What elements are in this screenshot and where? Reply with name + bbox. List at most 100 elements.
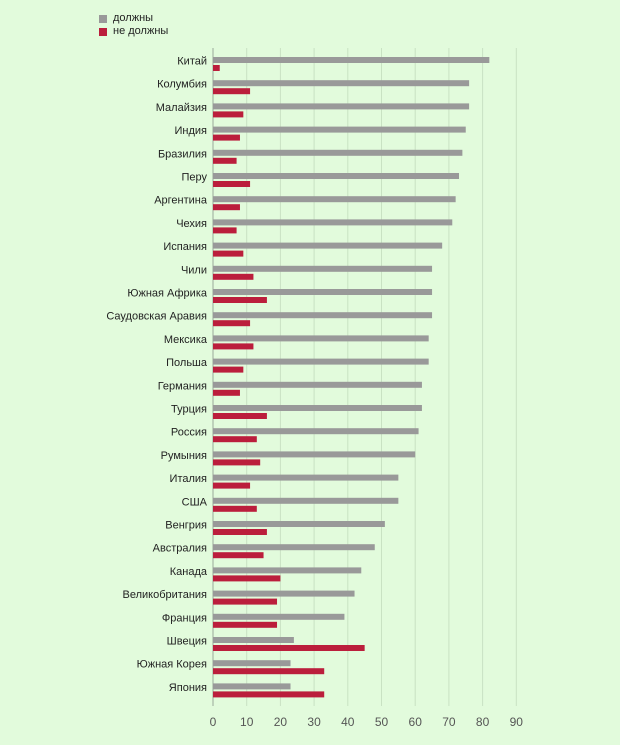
- category-label: Италия: [170, 473, 208, 485]
- bar-series-2: [213, 413, 267, 419]
- category-label: Германия: [158, 380, 207, 392]
- bar-series-2: [213, 575, 281, 582]
- bar-series-2: [213, 459, 261, 466]
- category-label: Аргентина: [154, 195, 208, 207]
- bar-series-2: [213, 111, 244, 118]
- legend-item-series-2: не должны: [99, 25, 168, 38]
- bar-series-1: [213, 590, 355, 597]
- bar-series-2: [213, 227, 237, 234]
- category-label: Великобритания: [123, 589, 208, 601]
- bar-series-1: [213, 544, 375, 551]
- bar-series-2: [213, 88, 251, 95]
- bar-series-1: [213, 451, 416, 458]
- bar-series-2: [213, 204, 240, 211]
- bar-series-1: [213, 80, 470, 87]
- bar-series-1: [213, 103, 470, 110]
- bar-series-2: [213, 529, 267, 535]
- bar-series-1: [213, 57, 490, 63]
- category-label: Южная Африка: [127, 288, 208, 300]
- bar-series-2: [213, 598, 278, 605]
- bar-series-1: [213, 381, 422, 388]
- category-label: Франция: [162, 612, 207, 624]
- bar-series-2: [213, 65, 220, 71]
- x-tick-label: 0: [210, 715, 217, 729]
- category-label: Чехия: [176, 218, 207, 230]
- x-tick-label: 50: [375, 715, 389, 729]
- bar-series-2: [213, 320, 251, 327]
- bar-series-1: [213, 497, 399, 504]
- x-tick-label: 90: [510, 715, 524, 729]
- category-label: Япония: [169, 682, 207, 694]
- category-label: Швеция: [167, 636, 207, 648]
- category-label: Испания: [163, 241, 207, 253]
- x-tick-label: 10: [240, 715, 254, 729]
- bar-series-2: [213, 482, 251, 489]
- category-label: Венгрия: [165, 520, 207, 532]
- bar-series-2: [213, 250, 244, 257]
- bar-series-1: [213, 428, 419, 435]
- category-label: Индия: [174, 125, 207, 137]
- category-label: Австралия: [153, 543, 207, 555]
- bar-series-2: [213, 273, 254, 280]
- bar-series-1: [213, 196, 456, 203]
- x-tick-label: 20: [274, 715, 288, 729]
- category-label: Бразилия: [158, 148, 207, 160]
- x-tick-label: 30: [307, 715, 321, 729]
- category-label: Перу: [181, 172, 207, 184]
- bar-series-1: [213, 358, 429, 365]
- bar-series-1: [213, 335, 429, 342]
- bar-series-2: [213, 157, 237, 164]
- category-label: Канада: [170, 566, 208, 578]
- bar-series-1: [213, 683, 291, 690]
- x-tick-label: 80: [476, 715, 490, 729]
- bar-series-1: [213, 637, 294, 643]
- bar-series-1: [213, 289, 433, 295]
- bar-series-1: [213, 521, 385, 527]
- bar-series-2: [213, 343, 254, 350]
- category-label: Малайзия: [156, 102, 207, 114]
- category-label: Турция: [171, 404, 207, 416]
- category-label: Саудовская Аравия: [106, 311, 207, 323]
- bar-series-2: [213, 134, 240, 141]
- category-label: Румыния: [161, 450, 207, 462]
- bar-series-1: [213, 474, 399, 481]
- bar-series-1: [213, 567, 362, 574]
- legend-label-series-2: не должны: [113, 25, 169, 37]
- bar-series-2: [213, 645, 365, 651]
- legend-swatch-series-2: [99, 27, 107, 36]
- bar-series-1: [213, 149, 463, 156]
- bar-series-1: [213, 265, 433, 272]
- bar-series-1: [213, 242, 443, 249]
- bar-series-1: [213, 173, 460, 179]
- bar-series-2: [213, 505, 257, 512]
- legend-swatch-series-1: [99, 14, 107, 23]
- category-label: Мексика: [164, 334, 208, 346]
- bar-series-2: [213, 552, 264, 559]
- bar-series-2: [213, 181, 251, 187]
- bar-series-2: [213, 297, 267, 303]
- category-label: Южная Корея: [137, 659, 207, 671]
- bar-series-2: [213, 436, 257, 443]
- bar-series-2: [213, 668, 325, 675]
- legend: должны не должны: [99, 12, 168, 38]
- bar-series-1: [213, 405, 422, 411]
- legend-label-series-1: должны: [113, 12, 154, 24]
- category-label: Россия: [171, 427, 207, 439]
- category-label: Колумбия: [157, 79, 207, 91]
- bar-series-2: [213, 389, 240, 396]
- bar-series-1: [213, 219, 453, 226]
- bar-series-1: [213, 660, 291, 667]
- bar-series-1: [213, 613, 345, 620]
- bar-series-2: [213, 621, 278, 628]
- bar-series-1: [213, 126, 466, 133]
- category-label: Китай: [177, 56, 207, 68]
- x-tick-label: 40: [341, 715, 355, 729]
- bar-series-2: [213, 366, 244, 373]
- x-tick-label: 60: [409, 715, 423, 729]
- category-label: Польша: [166, 357, 208, 369]
- category-label: США: [182, 496, 208, 508]
- category-label: Чили: [181, 264, 207, 276]
- bar-series-2: [213, 691, 325, 698]
